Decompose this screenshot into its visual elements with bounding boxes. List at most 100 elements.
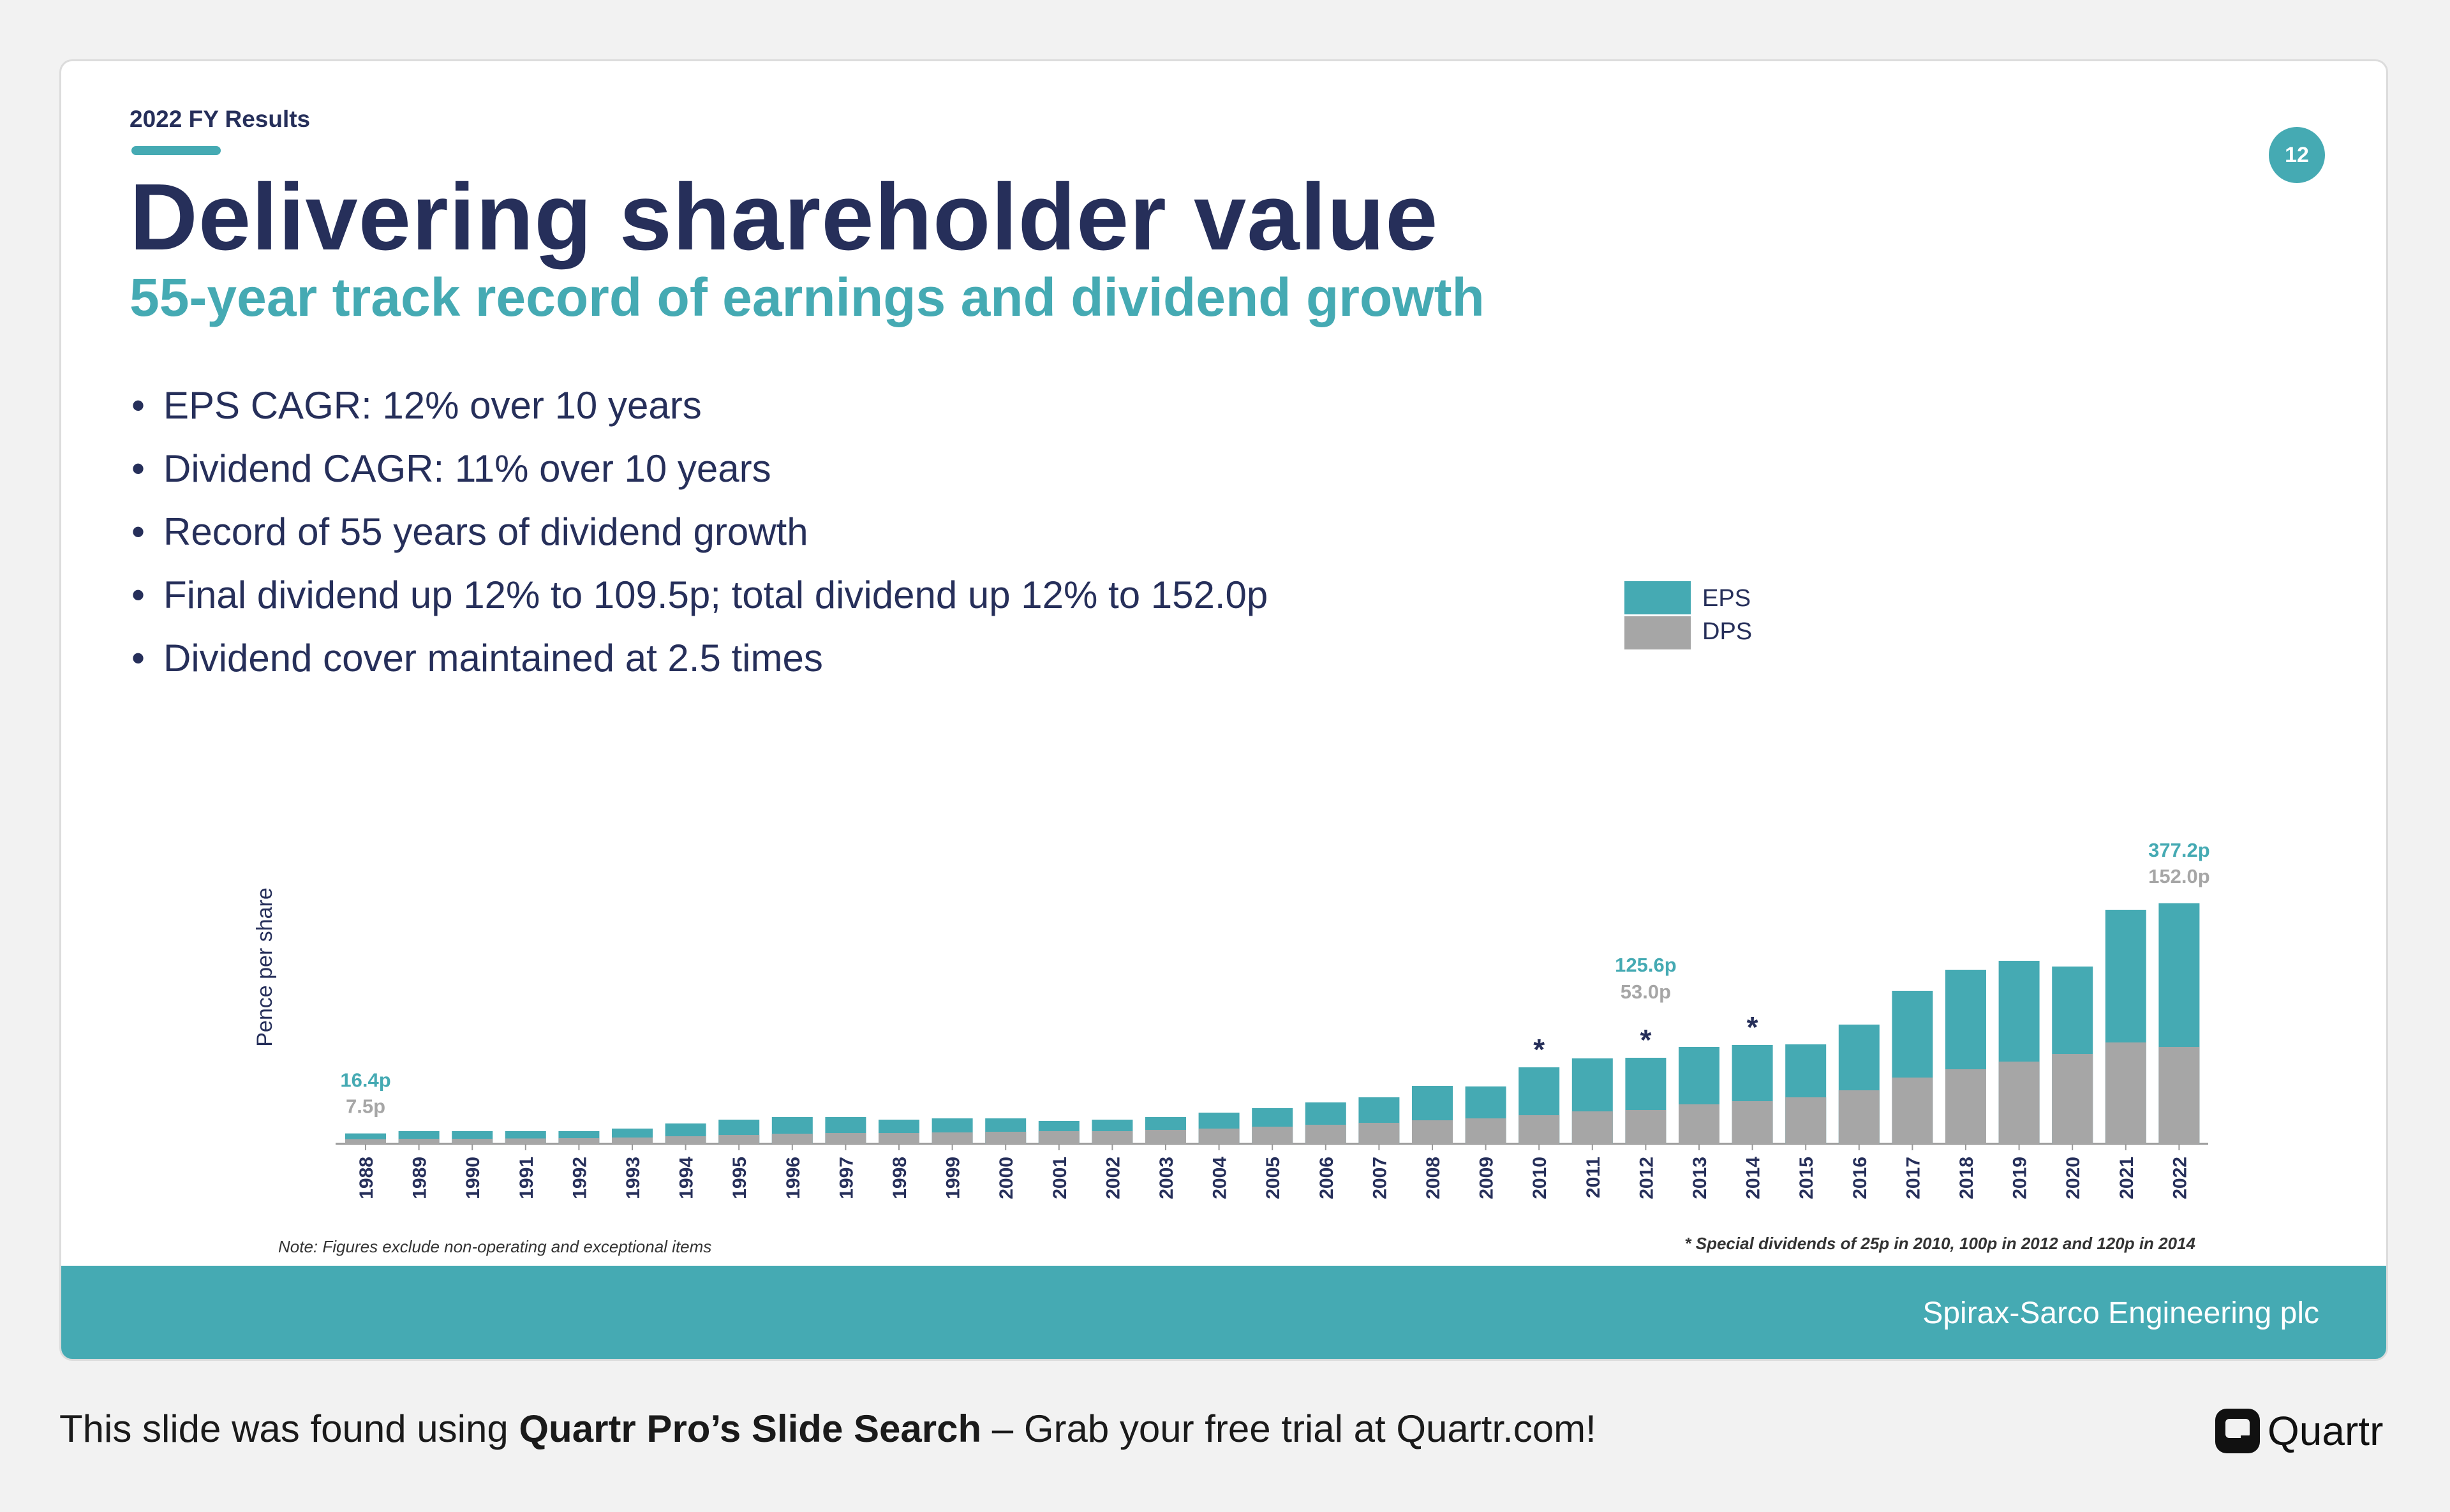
bullet-list: • EPS CAGR: 12% over 10 years • Dividend C… [131,374,1268,690]
dps-bar [1038,1131,1080,1144]
eps-value-label: 16.4p [340,1069,390,1092]
x-tick-label: 2005 [1263,1157,1284,1199]
x-tick-label: 1999 [943,1157,964,1199]
dps-bar [1892,1078,1933,1144]
dps-bar [452,1139,493,1144]
dps-bar [505,1138,546,1144]
footer-band [61,1266,2386,1359]
x-tick-label: 2013 [1689,1157,1711,1199]
kicker-accent-bar [131,146,221,155]
dps-bar [2052,1054,2093,1144]
dps-bar [771,1134,813,1144]
dps-bar [1571,1111,1613,1144]
special-dividend-marker: * [1640,1023,1651,1056]
bullet-item: • Dividend cover maintained at 2.5 times [131,637,823,679]
dps-bar [932,1132,973,1144]
slide-subtitle: 55-year track record of earnings and div… [130,267,1485,327]
special-dividend-marker: * [1533,1033,1545,1066]
x-tick-label: 2016 [1850,1157,1871,1199]
x-tick-label: 2000 [996,1157,1017,1199]
y-axis-label: Pence per share [253,887,277,1047]
x-tick-label: 1997 [836,1157,857,1199]
x-tick-label: 1989 [410,1157,431,1199]
dps-bar [1092,1131,1133,1144]
dps-bar [345,1139,386,1144]
x-tick-label: 2009 [1476,1157,1497,1199]
dps-bar [2158,1047,2200,1144]
legend-eps-label: EPS [1702,585,1751,612]
dps-bar [879,1133,919,1144]
x-tick-label: 1995 [729,1157,750,1199]
x-tick-label: 2015 [1796,1157,1817,1199]
x-tick-label: 2006 [1316,1157,1337,1199]
dps-bar [1679,1104,1719,1144]
x-tick-label: 1996 [783,1157,804,1199]
section-kicker: 2022 FY Results [130,106,311,132]
x-tick-label: 2002 [1102,1157,1124,1199]
chart-note: Note: Figures exclude non-operating and … [278,1237,711,1256]
dps-bar [1945,1069,1986,1144]
x-tick-label: 2014 [1743,1157,1764,1199]
dps-value-label: 7.5p [346,1095,385,1118]
dps-bar [1198,1129,1240,1144]
eps-dps-bar-chart: Pence per share 1988 1989 1990 1991 1992 1993 1… [253,581,2210,1256]
x-tick-label: 2018 [1956,1157,1977,1199]
dps-bar [1252,1127,1293,1144]
bullet-item: • Record of 55 years of dividend growth [131,510,808,553]
legend-dps-label: DPS [1702,618,1752,645]
dps-bar [398,1139,440,1144]
x-tick-label: 2011 [1583,1157,1604,1198]
quartr-logo[interactable]: Quartr [2214,1402,2383,1460]
chart-footnote: * Special dividends of 25p in 2010, 100p… [1684,1234,2195,1253]
legend-dps-swatch [1624,616,1691,649]
x-tick-label: 1993 [623,1157,644,1199]
dps-bar [1305,1125,1346,1144]
x-tick-label: 2021 [2116,1157,2137,1199]
bullet-item: • EPS CAGR: 12% over 10 years [131,384,702,427]
dps-bar [558,1138,600,1144]
slide-title: Delivering shareholder value [130,165,1439,270]
x-tick-label: 2022 [2169,1157,2190,1199]
x-tick-label: 2008 [1423,1157,1444,1199]
x-tick-label: 1988 [356,1157,377,1199]
company-name: Spirax-Sarco Engineering plc [1922,1296,2319,1330]
dps-bar [612,1138,653,1144]
promo-text: This slide was found using Quartr Pro’s … [59,1407,1596,1450]
x-tick-label: 1998 [889,1157,910,1199]
quartr-brand-name: Quartr [2268,1408,2384,1454]
dps-bar [2105,1042,2146,1144]
dps-bar [1998,1062,2040,1144]
dps-bar [1145,1130,1186,1144]
x-tick-label: 2020 [2063,1157,2084,1199]
special-dividend-marker: * [1747,1011,1758,1044]
quartr-logo-icon [2215,1409,2260,1453]
legend-eps-swatch [1624,581,1691,614]
page-number-badge: 12 [2269,127,2325,183]
dps-bar [1732,1101,1773,1144]
x-tick-label: 2003 [1156,1157,1177,1199]
dps-bar [1785,1097,1827,1144]
x-tick-label: 2019 [2010,1157,2031,1199]
eps-value-label: 377.2p [2148,839,2210,861]
dps-bar [985,1132,1027,1144]
eps-value-label: 125.6p [1615,954,1677,976]
dps-value-label: 53.0p [1621,981,1671,1003]
dps-bar [1358,1123,1400,1144]
dps-bar [825,1133,866,1144]
slide: 2022 FY Results Delivering shareholder v… [59,59,2388,1361]
x-tick-label: 2001 [1050,1157,1071,1199]
bullet-item: • Dividend CAGR: 11% over 10 years [131,447,771,490]
dps-value-label: 152.0p [2148,865,2210,887]
dps-bar [718,1135,760,1144]
x-tick-label: 1990 [463,1157,484,1199]
x-tick-label: 2010 [1529,1157,1550,1199]
dps-bar [665,1136,706,1144]
dps-bar [1625,1110,1667,1144]
dps-bar [1838,1090,1880,1144]
x-tick-label: 2004 [1210,1157,1231,1199]
dps-bar [1465,1118,1506,1144]
x-tick-label: 2017 [1903,1157,1924,1199]
dps-bar [1518,1115,1560,1144]
bullet-item: • Final dividend up 12% to 109.5p; total … [131,574,1268,616]
x-tick-label: 1991 [516,1157,537,1199]
